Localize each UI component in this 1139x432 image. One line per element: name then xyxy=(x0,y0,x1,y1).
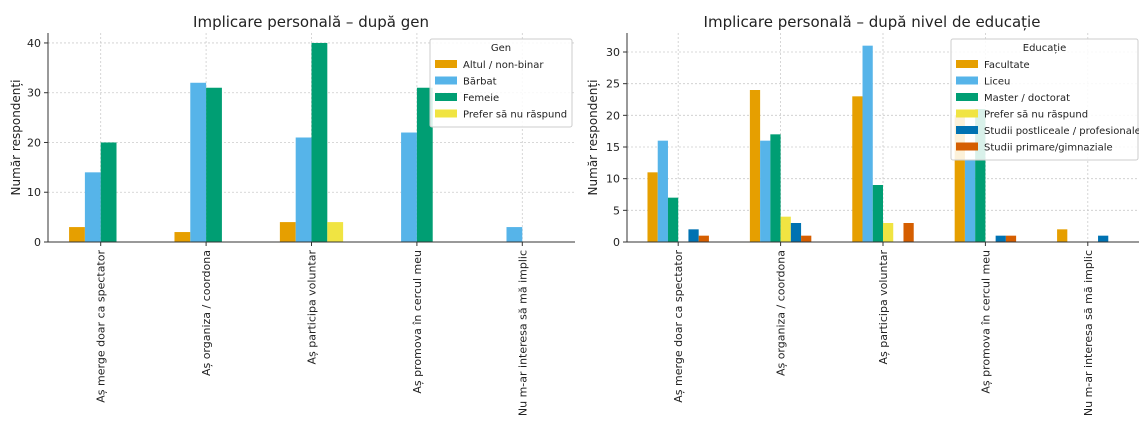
legend-swatch xyxy=(956,126,978,134)
bar xyxy=(862,45,873,242)
y-tick-label: 30 xyxy=(606,46,620,59)
bar xyxy=(311,42,328,243)
bar xyxy=(1098,235,1109,242)
legend-swatch xyxy=(435,109,457,118)
bar xyxy=(995,235,1006,242)
bar xyxy=(780,216,791,242)
y-tick-label: 20 xyxy=(27,136,41,149)
bar xyxy=(975,109,986,242)
bar xyxy=(190,82,207,242)
y-tick-label: 10 xyxy=(27,186,41,199)
legend-label: Master / doctorat xyxy=(984,93,1070,104)
legend-swatch xyxy=(435,60,457,68)
legend-swatch xyxy=(956,76,978,85)
legend-label: Studii primare/gimnaziale xyxy=(984,143,1113,154)
chart-panel-2: 0 5 10 15 20 25 30 Aș merge doar ca spectator Aș… xyxy=(586,13,1139,416)
legend: Gen Altul / non-binar Bărbat Femeie Prefer s… xyxy=(429,38,573,128)
legend-label: Facultate xyxy=(984,60,1030,71)
y-axis-label: Număr respondenți xyxy=(586,80,600,196)
x-tick-label: Aș merge doar ca spectator xyxy=(95,250,108,403)
chart-title: Implicare personală – după nivel de educ… xyxy=(704,13,1041,31)
chart-panel-1: 0 10 20 30 40 Aș merge doar ca spectator Aș or… xyxy=(9,13,575,416)
legend-box xyxy=(429,38,573,128)
legend-swatch xyxy=(956,109,978,118)
bar xyxy=(401,132,417,242)
y-tick-label: 5 xyxy=(613,204,620,217)
bar xyxy=(84,172,101,242)
legend-label: Bărbat xyxy=(463,77,497,88)
y-tick-label: 0 xyxy=(613,236,620,249)
bar xyxy=(327,222,344,242)
bar xyxy=(698,235,709,242)
x-tick-label: Aș merge doar ca spectator xyxy=(672,250,685,403)
bar xyxy=(883,223,894,242)
bar xyxy=(903,223,914,242)
legend-label: Studii postliceale / profesionale xyxy=(984,126,1139,137)
x-tick-label: Aș promova în cercul meu xyxy=(411,250,424,394)
legend-swatch xyxy=(956,60,978,68)
bar xyxy=(657,140,668,242)
chart-title: Implicare personală – după gen xyxy=(193,13,429,31)
bar xyxy=(688,229,699,242)
bar xyxy=(760,140,771,242)
bar xyxy=(100,142,117,242)
bar xyxy=(295,137,312,242)
y-tick-label: 30 xyxy=(27,87,41,100)
bar xyxy=(506,227,523,242)
legend-swatch xyxy=(435,76,457,85)
legend-label: Liceu xyxy=(984,77,1010,88)
legend-box xyxy=(950,38,1139,161)
bar xyxy=(964,159,976,242)
legend-swatch xyxy=(956,93,978,101)
y-tick-label: 40 xyxy=(27,37,41,50)
legend-title: Educație xyxy=(1023,43,1066,54)
legend: Educație Facultate Liceu Master / doctorat P… xyxy=(950,38,1139,161)
x-tick-label: Nu m-ar interesa să mă implic xyxy=(1082,250,1095,416)
x-tick-label: Aș organiza / coordona xyxy=(775,250,788,376)
legend-swatch xyxy=(435,93,457,101)
legend-label: Femeie xyxy=(463,93,499,104)
bar xyxy=(279,222,296,242)
bar xyxy=(647,172,658,242)
bar xyxy=(69,227,85,242)
bar xyxy=(872,185,883,242)
y-tick-label: 10 xyxy=(606,173,620,186)
bar xyxy=(174,232,191,242)
x-tick-label: Aș promova în cercul meu xyxy=(979,250,992,394)
bar xyxy=(790,223,802,242)
bar xyxy=(801,235,812,242)
legend-label: Prefer să nu răspund xyxy=(984,110,1088,121)
bar xyxy=(206,87,222,242)
legend-label: Prefer să nu răspund xyxy=(463,110,567,121)
x-tick-label: Aș organiza / coordona xyxy=(200,250,213,376)
y-tick-label: 20 xyxy=(606,109,620,122)
x-tick-label: Aș participa voluntar xyxy=(877,250,890,365)
bar xyxy=(416,87,433,242)
bar xyxy=(852,96,863,242)
bar xyxy=(1005,235,1017,242)
x-tick-label: Nu m-ar interesa să mă implic xyxy=(516,250,529,416)
y-tick-label: 0 xyxy=(34,236,41,249)
y-tick-label: 25 xyxy=(606,78,620,91)
y-axis-label: Număr respondenți xyxy=(9,80,23,196)
bar xyxy=(1057,229,1068,242)
legend-swatch xyxy=(956,142,978,151)
bar xyxy=(954,115,965,242)
legend-title: Gen xyxy=(491,43,511,54)
bar xyxy=(770,134,781,242)
legend-label: Altul / non-binar xyxy=(463,60,544,71)
x-tick-label: Aș participa voluntar xyxy=(306,250,319,365)
bar xyxy=(749,90,761,242)
y-tick-label: 15 xyxy=(606,141,620,154)
bar xyxy=(667,197,679,242)
